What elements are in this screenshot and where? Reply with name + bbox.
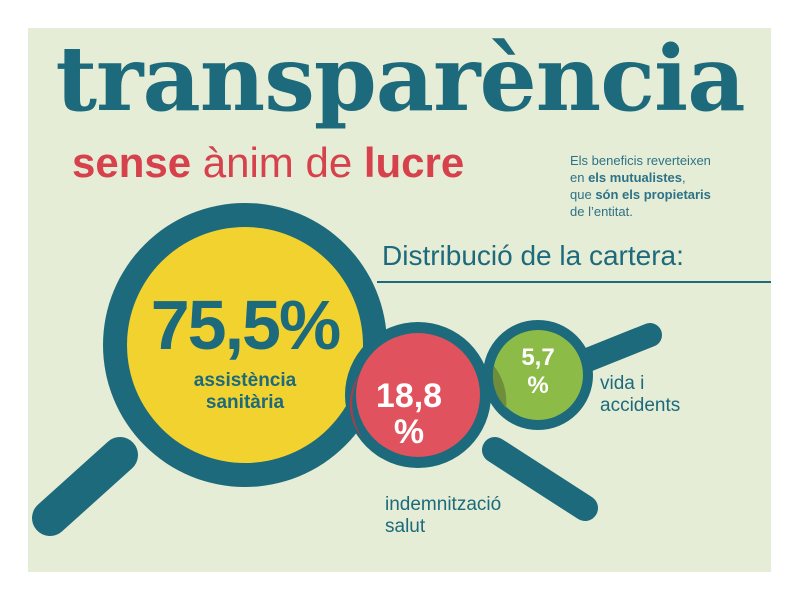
- small-lens-overlap: [492, 366, 507, 408]
- label-vida-accidents: vida i accidents: [600, 373, 681, 416]
- label-assistencia-sanitaria: assistència sanitària: [193, 370, 297, 413]
- label-indemnitzacio-salut: indemnització salut: [385, 494, 502, 537]
- value-vida-accidents: 5,7 %: [521, 344, 555, 399]
- large-magnifier-lens: [127, 227, 363, 463]
- small-magnifier-lens: [493, 330, 583, 420]
- note-line-2: en els mutualistes,: [570, 170, 686, 185]
- value-assistencia-sanitaria: 75,5%: [150, 286, 341, 364]
- note-line-1: Els beneficis reverteixen: [570, 153, 711, 168]
- subtitle-word-sense: sense: [72, 139, 192, 186]
- page-title: transparència: [55, 26, 745, 132]
- medium-lens-overlap: [349, 372, 364, 440]
- subtitle: sense ànim de lucre: [72, 142, 464, 184]
- distribution-title: Distribució de la cartera:: [382, 240, 684, 271]
- medium-magnifier-lens: [356, 333, 480, 457]
- note-line-4: de l’entitat.: [570, 204, 633, 219]
- note-line-3: que són els propietaris: [570, 187, 711, 202]
- large-magnifier-handle: [32, 437, 138, 536]
- subtitle-word-lucre: lucre: [363, 139, 465, 186]
- benefits-note: Els beneficis reverteixen en els mutuali…: [570, 152, 770, 220]
- subtitle-middle: ànim de: [191, 139, 364, 186]
- distribution-underline: [377, 281, 771, 283]
- value-indemnitzacio-salut: 18,8 %: [375, 377, 443, 451]
- medium-magnifier-handle: [482, 437, 598, 521]
